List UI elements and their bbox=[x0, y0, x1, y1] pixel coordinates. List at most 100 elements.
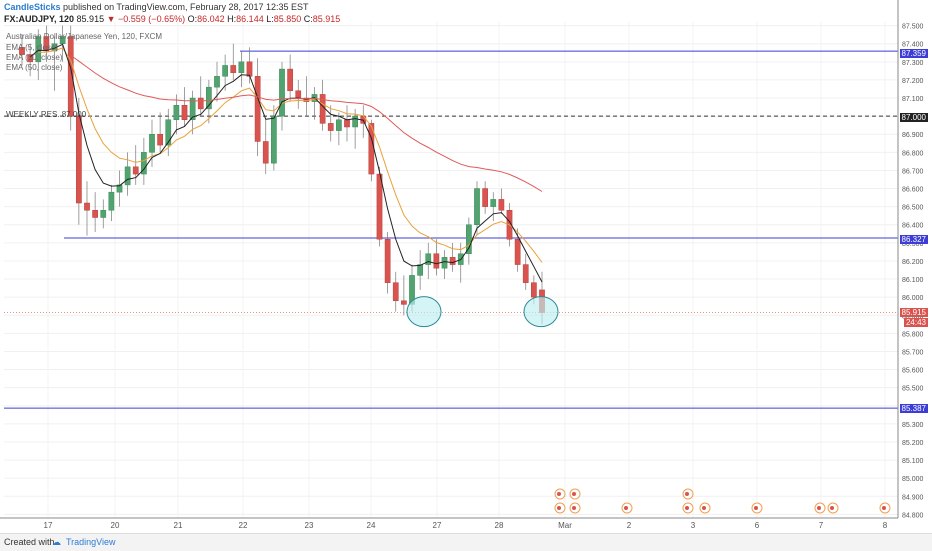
candle-body bbox=[246, 61, 253, 77]
last-price: 85.915 bbox=[76, 14, 105, 24]
created-with-text: Created with bbox=[4, 537, 55, 547]
candle-body bbox=[165, 119, 172, 146]
candle-body bbox=[157, 133, 163, 146]
cloud-logo-icon: ☁ bbox=[52, 537, 61, 547]
tradingview-link[interactable]: TradingView bbox=[66, 537, 116, 547]
candle-body bbox=[35, 36, 42, 63]
candle-body bbox=[482, 188, 488, 207]
candle-body bbox=[76, 115, 82, 204]
x-tick-label: Mar bbox=[558, 521, 572, 530]
y-tick-label: 86.100 bbox=[902, 277, 924, 284]
event-flag-icon bbox=[702, 506, 706, 510]
y-tick-label: 86.200 bbox=[902, 259, 924, 266]
weekly-resistance-label: WEEKLY RES. 87.000 bbox=[6, 110, 87, 119]
candle-body bbox=[254, 76, 261, 142]
candle-body bbox=[327, 123, 334, 131]
candle-body bbox=[295, 90, 302, 99]
ema-50-line bbox=[70, 54, 543, 192]
x-tick-label: 28 bbox=[495, 521, 504, 530]
legend-ema-50[interactable]: EMA (50, close) bbox=[6, 63, 63, 72]
candle-body bbox=[417, 264, 423, 276]
candle-body bbox=[132, 166, 139, 175]
price-label-top: 87.359 bbox=[899, 49, 928, 58]
x-tick-label: 24 bbox=[367, 521, 376, 530]
y-tick-label: 87.500 bbox=[902, 24, 924, 31]
double-bottom-ellipse bbox=[406, 296, 442, 328]
candle-body bbox=[43, 36, 50, 52]
pattern-circles bbox=[406, 296, 559, 328]
open-label: O: bbox=[187, 14, 198, 24]
y-tick-label: 87.200 bbox=[902, 78, 924, 85]
y-tick-label: 86.600 bbox=[902, 187, 924, 194]
candle-body bbox=[352, 115, 358, 128]
candle-body bbox=[490, 199, 497, 207]
y-tick-label: 86.000 bbox=[902, 295, 924, 302]
legend-ema-10[interactable]: EMA (10, close) bbox=[6, 53, 63, 62]
candle-body bbox=[124, 166, 131, 186]
candle-body bbox=[238, 61, 245, 73]
candle-body bbox=[92, 210, 98, 218]
candle-body bbox=[84, 202, 90, 211]
double-bottom-ellipse bbox=[523, 296, 559, 328]
y-tick-label: 84.800 bbox=[902, 512, 924, 519]
event-flag-icon bbox=[882, 506, 886, 510]
horizontal-levels bbox=[4, 50, 898, 409]
candle-body bbox=[141, 152, 147, 175]
candle-body bbox=[425, 253, 432, 265]
y-tick-label: 86.700 bbox=[902, 168, 924, 175]
y-tick-label: 86.800 bbox=[902, 150, 924, 157]
moving-averages bbox=[29, 43, 543, 283]
x-tick-label: 17 bbox=[44, 521, 53, 530]
x-tick-label: 3 bbox=[691, 521, 696, 530]
candle-body bbox=[222, 65, 228, 77]
candle-body bbox=[376, 173, 383, 240]
candle-body bbox=[149, 133, 155, 153]
candle-body bbox=[384, 238, 391, 283]
candle-body bbox=[441, 257, 448, 269]
candle-body bbox=[522, 264, 529, 283]
candle-body bbox=[262, 141, 269, 164]
y-tick-label: 85.800 bbox=[902, 331, 924, 338]
candle-body bbox=[67, 36, 74, 117]
event-flag-icon bbox=[685, 492, 689, 496]
low-value: 85.850 bbox=[273, 14, 302, 24]
publish-line: CandleSticks published on TradingView.co… bbox=[4, 2, 309, 12]
x-tick-label: 8 bbox=[883, 521, 888, 530]
candle-body bbox=[531, 282, 537, 298]
event-flag-icon bbox=[572, 506, 576, 510]
legend-ema-5[interactable]: EMA (5, close) bbox=[6, 43, 59, 52]
y-tick-label: 86.300 bbox=[902, 241, 924, 248]
series-title[interactable]: Australian Dollar/Japanese Yen, 120, FXC… bbox=[6, 32, 163, 41]
candle-body bbox=[514, 238, 521, 265]
candle-body bbox=[279, 68, 285, 117]
candle-body bbox=[287, 68, 293, 92]
candle-body bbox=[401, 300, 407, 305]
candle-body bbox=[319, 94, 326, 124]
event-flag-icon bbox=[754, 506, 758, 510]
high-label: H: bbox=[227, 14, 237, 24]
x-tick-label: 20 bbox=[111, 521, 120, 530]
price-label-mid: 86.327 bbox=[899, 235, 928, 244]
y-tick-label: 86.900 bbox=[902, 132, 924, 139]
economic-events bbox=[554, 488, 891, 514]
y-tick-label: 87.300 bbox=[902, 60, 924, 67]
x-tick-label: 21 bbox=[174, 521, 183, 530]
ohlc-line: FX:AUDJPY, 120 85.915 ▼ −0.559 (−0.65%) … bbox=[4, 14, 340, 24]
price-change: −0.559 (−0.65%) bbox=[118, 14, 186, 24]
candle-body bbox=[181, 105, 188, 121]
event-flag-icon bbox=[830, 506, 834, 510]
y-tick-label: 85.300 bbox=[902, 422, 924, 429]
x-tick-label: 27 bbox=[433, 521, 442, 530]
candle-body bbox=[214, 76, 220, 88]
event-flag-icon bbox=[685, 506, 689, 510]
event-flag-icon bbox=[572, 492, 576, 496]
x-tick-label: 2 bbox=[627, 521, 632, 530]
candle-body bbox=[108, 191, 115, 211]
candle-body bbox=[197, 97, 204, 110]
close-value: 85.915 bbox=[312, 14, 341, 24]
symbol[interactable]: FX:AUDJPY, 120 bbox=[4, 14, 75, 24]
event-flag-icon bbox=[624, 506, 628, 510]
y-tick-label: 85.700 bbox=[902, 349, 924, 356]
author-link[interactable]: CandleSticks bbox=[4, 2, 61, 12]
